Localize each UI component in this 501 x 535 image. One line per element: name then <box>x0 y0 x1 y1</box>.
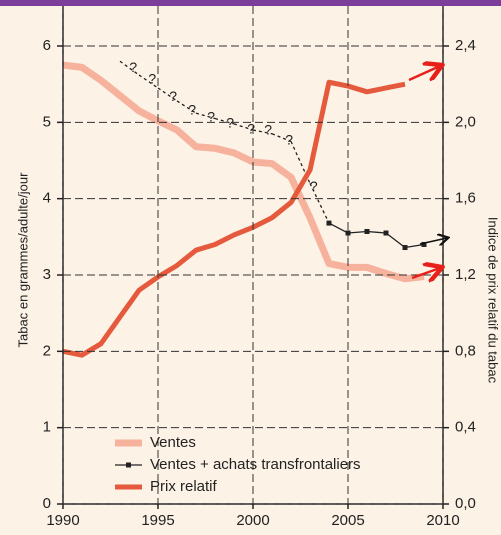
series-line <box>62 61 425 283</box>
series-line <box>62 79 406 358</box>
line-segment <box>138 74 159 89</box>
arrow <box>408 66 440 80</box>
y-tick-label: 5 <box>43 113 51 130</box>
legend: Ventes Ventes + achats transfrontaliers Pr… <box>115 434 361 495</box>
y-axis-label: Tabac en grammes/adulte/jour <box>15 172 30 348</box>
annotation: ? <box>207 108 215 124</box>
marker <box>402 245 408 251</box>
y-tick-label: 6 <box>43 37 51 54</box>
marker <box>421 241 427 247</box>
y2-axis-label: Indice de prix relatif du tabac <box>486 217 501 384</box>
marker <box>326 220 332 226</box>
line-segment <box>119 60 140 76</box>
annotation: ? <box>169 88 177 104</box>
line-segment <box>404 243 425 249</box>
annotation: ? <box>148 70 156 86</box>
annotation: ? <box>129 59 137 75</box>
annotation: ? <box>264 121 272 137</box>
annotation: ? <box>310 178 318 194</box>
arrow <box>411 268 440 278</box>
x-tick-label: 1995 <box>141 512 174 529</box>
line-segment <box>366 230 387 234</box>
legend-label: Ventes <box>150 434 196 451</box>
line-segment <box>157 87 178 102</box>
line-segment <box>385 232 406 249</box>
line-segment <box>328 222 349 234</box>
y-tick-label: 0 <box>43 495 51 512</box>
y2-tick-label: 0,0 <box>455 495 476 512</box>
legend-marker <box>126 462 131 468</box>
annotation: ? <box>285 131 293 147</box>
marker <box>383 230 389 236</box>
y-tick-label: 4 <box>43 190 51 207</box>
line-segment <box>347 230 368 234</box>
top-band <box>0 0 501 6</box>
y2-tick-label: 2,4 <box>455 37 476 54</box>
x-tick-label: 2005 <box>331 512 364 529</box>
x-tick-label: 1990 <box>46 512 79 529</box>
y2-tick-label: 2,0 <box>455 113 476 130</box>
annotation: ? <box>226 115 234 131</box>
y-tick-label: 3 <box>43 266 51 283</box>
arrow <box>419 238 447 244</box>
x-tick-label: 2000 <box>236 512 269 529</box>
y2-tick-label: 1,2 <box>455 266 476 283</box>
line-segment <box>309 183 330 224</box>
annotation: ? <box>188 102 196 118</box>
y-tick-label: 2 <box>43 342 51 359</box>
line-segment <box>176 100 197 114</box>
y2-tick-label: 1,6 <box>455 190 476 207</box>
y2-tick-label: 0,8 <box>455 342 476 359</box>
y-tick-label: 1 <box>43 419 51 436</box>
legend-label: Ventes + achats transfrontaliers <box>150 456 361 473</box>
marker <box>364 228 370 234</box>
annotation: ? <box>247 121 255 137</box>
x-tick-label: 2010 <box>426 512 459 529</box>
marker <box>345 230 351 236</box>
y2-tick-label: 0,4 <box>455 419 476 436</box>
legend-label: Prix relatif <box>150 478 218 495</box>
